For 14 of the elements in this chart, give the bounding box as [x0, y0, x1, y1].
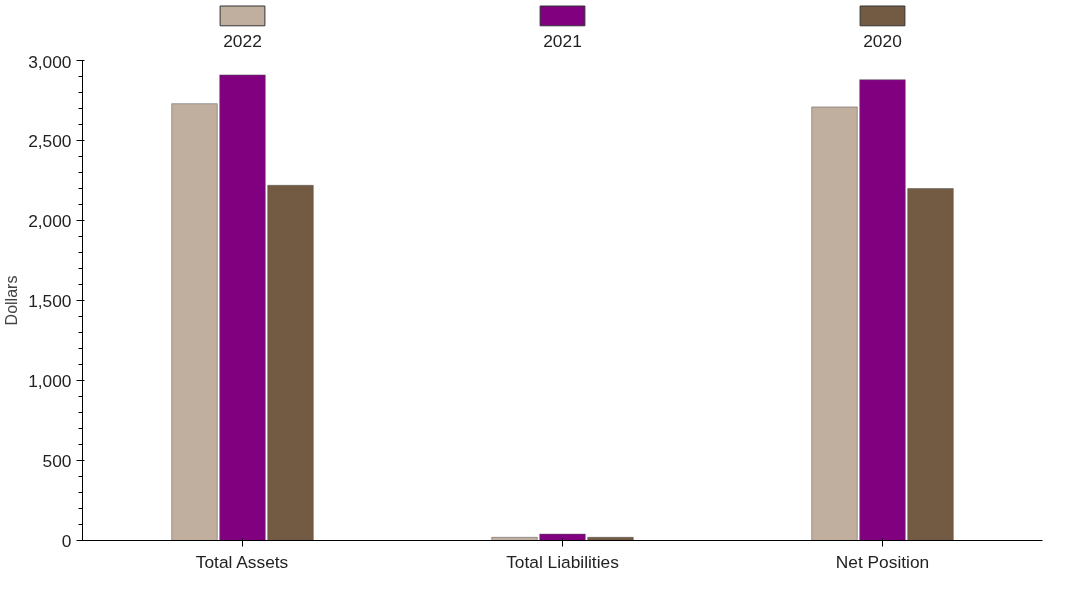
- y-tick-label: 0: [61, 530, 72, 551]
- legend-label: 2021: [543, 30, 582, 51]
- legend-label: 2020: [863, 30, 902, 51]
- y-tick-label: 2,000: [28, 210, 72, 231]
- x-tick-label: Total Liabilities: [506, 551, 620, 572]
- y-tick-label: 1,000: [28, 370, 72, 391]
- y-tick-label: 500: [42, 450, 72, 471]
- y-tick-label: 2,500: [28, 130, 72, 151]
- x-tick-label: Total Assets: [195, 551, 289, 572]
- y-tick-label: 3,000: [28, 51, 72, 72]
- y-axis-title: Dollars: [3, 275, 21, 326]
- y-tick-label: 1,500: [28, 290, 72, 311]
- x-tick-label: Net Position: [835, 551, 930, 572]
- legend-label: 2022: [223, 30, 262, 51]
